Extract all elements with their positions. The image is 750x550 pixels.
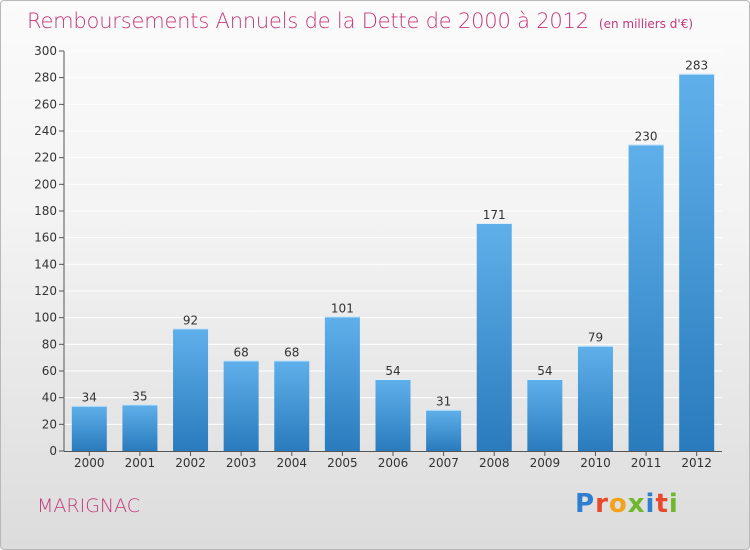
y-tick-label: 240 bbox=[34, 124, 57, 138]
bar bbox=[577, 345, 613, 451]
x-tick-label: 2008 bbox=[479, 456, 510, 470]
y-tick-label: 300 bbox=[34, 44, 57, 58]
bar bbox=[223, 360, 259, 451]
data-label: 79 bbox=[588, 331, 603, 345]
axes: 0 20 40 60 80 100 120 140 160 180 200 220 240 260 280 3… bbox=[34, 44, 722, 470]
data-label: 54 bbox=[385, 364, 400, 378]
data-label: 230 bbox=[635, 129, 658, 143]
bar bbox=[122, 404, 158, 451]
bar bbox=[527, 379, 563, 451]
x-tick-label: 2011 bbox=[631, 456, 662, 470]
proxiti-logo: Proxiti bbox=[575, 489, 679, 519]
data-label: 34 bbox=[82, 391, 97, 405]
y-tick-label: 40 bbox=[42, 391, 57, 405]
x-tick-label: 2012 bbox=[681, 456, 712, 470]
data-label: 283 bbox=[685, 59, 708, 73]
logo-letter: P bbox=[575, 489, 596, 519]
x-tick-label: 2009 bbox=[530, 456, 561, 470]
x-tick-label: 2007 bbox=[428, 456, 459, 470]
y-tick-label: 60 bbox=[42, 364, 57, 378]
x-tick-label: 2002 bbox=[175, 456, 206, 470]
logo-letter: o bbox=[608, 489, 628, 519]
bar bbox=[324, 316, 360, 451]
bar bbox=[476, 223, 512, 451]
bar bbox=[375, 379, 411, 451]
y-tick-label: 0 bbox=[49, 444, 57, 458]
x-tick-label: 2010 bbox=[580, 456, 611, 470]
data-label: 54 bbox=[537, 364, 552, 378]
logo-letter: t bbox=[655, 489, 669, 519]
bar bbox=[173, 328, 209, 451]
y-tick-label: 220 bbox=[34, 151, 57, 165]
x-tick-label: 2005 bbox=[327, 456, 358, 470]
y-tick-label: 100 bbox=[34, 311, 57, 325]
y-tick-label: 140 bbox=[34, 257, 57, 271]
chart-title: Remboursements Annuels de la Dette de 20… bbox=[27, 9, 693, 33]
x-tick-label: 2003 bbox=[226, 456, 257, 470]
x-tick-label: 2004 bbox=[276, 456, 307, 470]
data-label: 101 bbox=[331, 301, 354, 315]
data-label: 31 bbox=[436, 395, 451, 409]
x-tick-label: 2006 bbox=[378, 456, 409, 470]
y-tick-label: 120 bbox=[34, 284, 57, 298]
x-tick-label: 2000 bbox=[74, 456, 105, 470]
bar bbox=[426, 409, 462, 451]
y-tick-label: 80 bbox=[42, 337, 57, 351]
data-label: 171 bbox=[483, 208, 506, 222]
y-tick-label: 280 bbox=[34, 71, 57, 85]
logo-letter: x bbox=[627, 489, 646, 519]
y-tick-label: 200 bbox=[34, 177, 57, 191]
bar bbox=[679, 73, 715, 452]
data-label: 35 bbox=[132, 389, 147, 403]
data-label: 92 bbox=[183, 313, 198, 327]
x-tick-label: 2001 bbox=[125, 456, 156, 470]
y-tick-label: 160 bbox=[34, 231, 57, 245]
logo-letter: r bbox=[595, 489, 609, 519]
y-tick-label: 180 bbox=[34, 204, 57, 218]
commune-name: MARIGNAC bbox=[37, 495, 141, 517]
title-text: Remboursements Annuels de la Dette de 20… bbox=[27, 9, 589, 33]
data-label: 68 bbox=[234, 345, 249, 359]
bar bbox=[71, 405, 107, 451]
y-tick-label: 260 bbox=[34, 97, 57, 111]
logo-letter: i bbox=[645, 489, 656, 519]
bars bbox=[71, 73, 715, 452]
y-tick-label: 20 bbox=[42, 417, 57, 431]
labels: 34 35 92 68 68 101 54 31 171 54 79 230 283 bbox=[82, 59, 708, 409]
data-label: 68 bbox=[284, 345, 299, 359]
unit-text: (en milliers d'€) bbox=[598, 17, 694, 31]
bar bbox=[274, 360, 310, 451]
logo-letter: i bbox=[668, 489, 679, 519]
bar bbox=[628, 144, 664, 452]
